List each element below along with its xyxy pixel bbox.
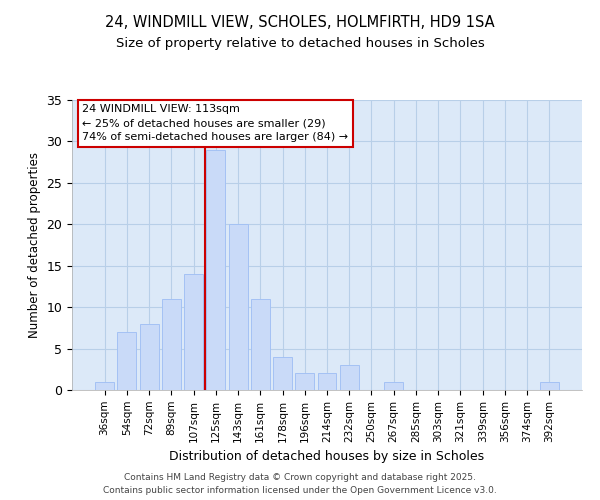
Y-axis label: Number of detached properties: Number of detached properties — [28, 152, 41, 338]
Bar — [184, 274, 203, 390]
Text: 24 WINDMILL VIEW: 113sqm
← 25% of detached houses are smaller (29)
74% of semi-d: 24 WINDMILL VIEW: 113sqm ← 25% of detach… — [82, 104, 349, 142]
Bar — [118, 332, 136, 390]
Text: 24, WINDMILL VIEW, SCHOLES, HOLMFIRTH, HD9 1SA: 24, WINDMILL VIEW, SCHOLES, HOLMFIRTH, H… — [105, 15, 495, 30]
Bar — [251, 299, 270, 390]
Bar — [140, 324, 158, 390]
Text: Contains HM Land Registry data © Crown copyright and database right 2025.
Contai: Contains HM Land Registry data © Crown c… — [103, 474, 497, 495]
X-axis label: Distribution of detached houses by size in Scholes: Distribution of detached houses by size … — [169, 450, 485, 463]
Bar — [229, 224, 248, 390]
Bar — [317, 374, 337, 390]
Bar — [162, 299, 181, 390]
Bar — [273, 357, 292, 390]
Bar — [95, 382, 114, 390]
Bar — [295, 374, 314, 390]
Bar — [206, 150, 225, 390]
Bar — [384, 382, 403, 390]
Bar — [540, 382, 559, 390]
Bar — [340, 365, 359, 390]
Text: Size of property relative to detached houses in Scholes: Size of property relative to detached ho… — [116, 38, 484, 51]
